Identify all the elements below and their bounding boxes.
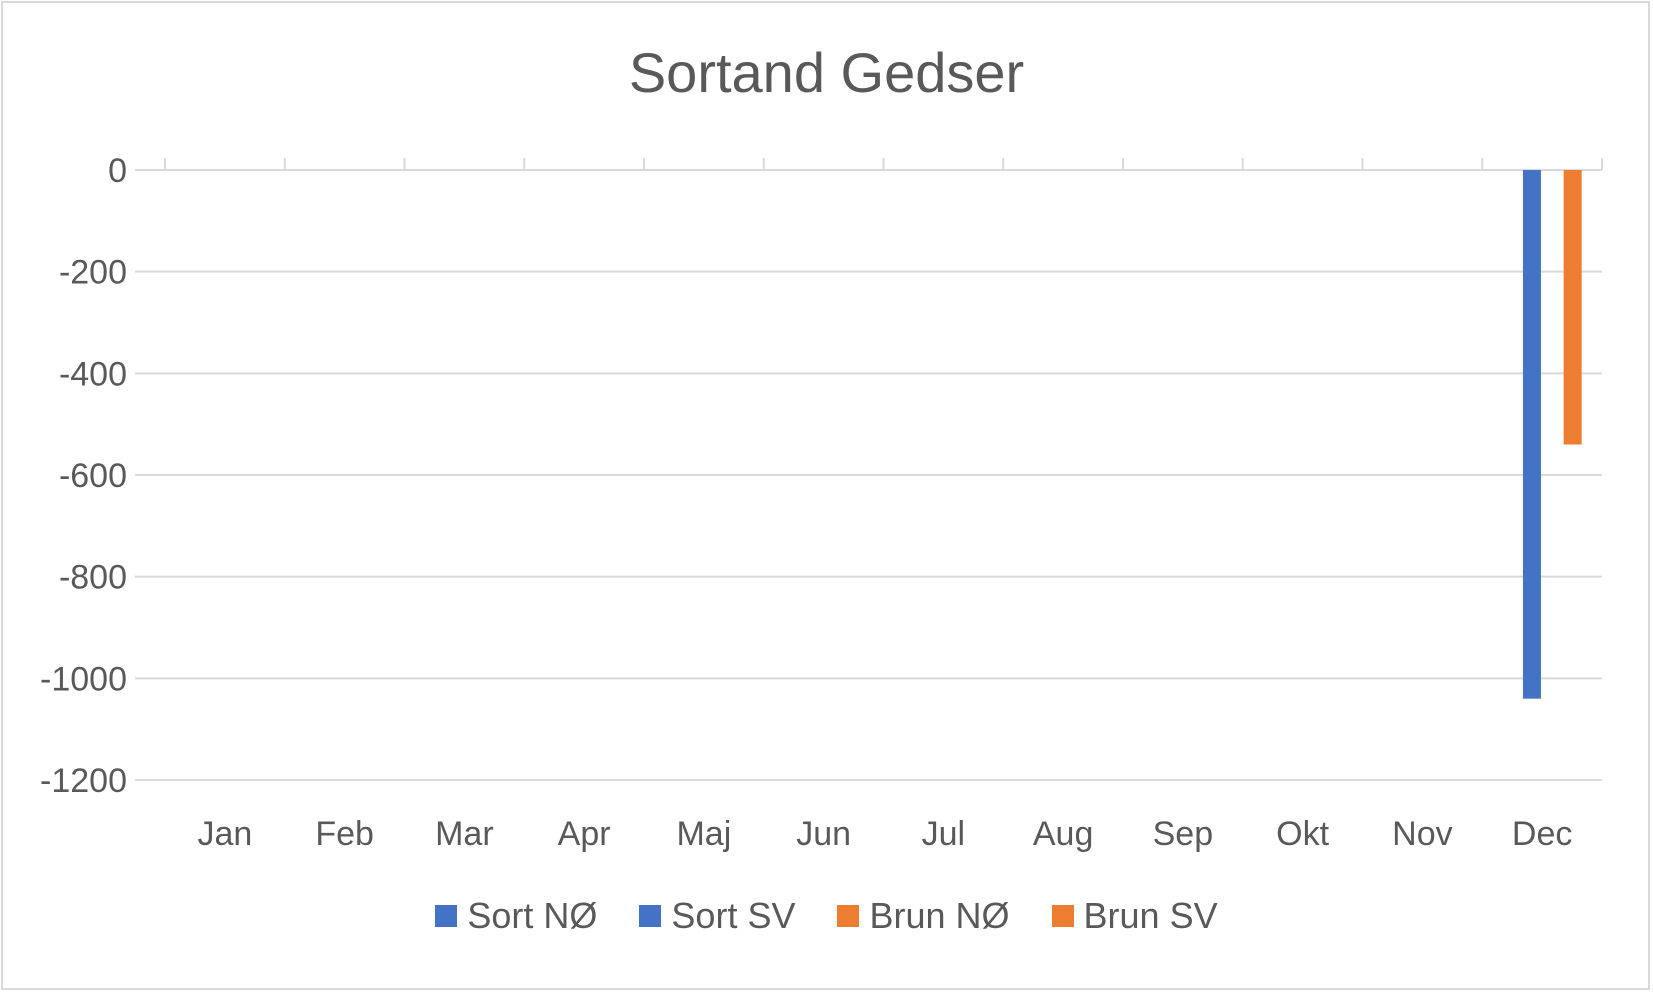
legend-item: Sort SV bbox=[639, 895, 795, 937]
x-tick-label: Maj bbox=[676, 815, 731, 853]
legend-label: Brun SV bbox=[1083, 895, 1218, 936]
x-tick-label: Apr bbox=[558, 815, 611, 853]
x-tick-label: Aug bbox=[1033, 815, 1094, 853]
x-tick-label: Okt bbox=[1276, 815, 1329, 853]
x-tick-label: Jun bbox=[796, 815, 851, 853]
legend-swatch bbox=[639, 905, 662, 927]
x-tick-label: Mar bbox=[435, 815, 494, 853]
x-tick-label: Nov bbox=[1392, 815, 1452, 853]
legend-item: Brun NØ bbox=[837, 895, 1010, 937]
chart-title: Sortand Gedser bbox=[628, 41, 1025, 104]
legend-item: Sort NØ bbox=[435, 895, 597, 937]
x-tick-label: Feb bbox=[315, 815, 374, 853]
legend-item: Brun SV bbox=[1051, 895, 1218, 937]
legend-swatch bbox=[1051, 905, 1074, 927]
gridlines bbox=[135, 169, 1602, 781]
x-axis-tick-labels: Jan Feb Mar Apr Maj Jun Jul Aug Sep Okt Nov Dec bbox=[197, 815, 1572, 853]
bar bbox=[1563, 170, 1582, 445]
y-tick-label: -600 bbox=[59, 457, 127, 495]
x-tick-label: Sep bbox=[1153, 815, 1214, 853]
legend-swatch bbox=[837, 905, 860, 927]
x-tick-label: Jan bbox=[197, 815, 252, 853]
y-tick-label: 0 bbox=[108, 152, 127, 190]
legend: Sort NØ Sort SV Brun NØ Brun SV bbox=[0, 895, 1653, 937]
y-tick-label: -400 bbox=[59, 355, 127, 393]
y-axis-tick-labels: 0 -200 -400 -600 -800 -1000 -1200 bbox=[40, 152, 127, 800]
y-tick-label: -200 bbox=[59, 254, 127, 292]
y-tick-label: -1000 bbox=[40, 660, 127, 698]
legend-label: Sort NØ bbox=[467, 895, 598, 936]
legend-label: Sort SV bbox=[671, 895, 796, 936]
bar bbox=[1522, 170, 1541, 699]
legend-swatch bbox=[435, 905, 458, 927]
bars bbox=[1522, 170, 1582, 699]
legend-label: Brun NØ bbox=[869, 895, 1010, 936]
x-tick-label: Jul bbox=[922, 815, 965, 853]
x-tick-label: Dec bbox=[1512, 815, 1572, 853]
x-axis-ticks bbox=[164, 158, 1603, 170]
y-tick-label: -800 bbox=[59, 559, 127, 597]
y-tick-label: -1200 bbox=[40, 762, 127, 800]
